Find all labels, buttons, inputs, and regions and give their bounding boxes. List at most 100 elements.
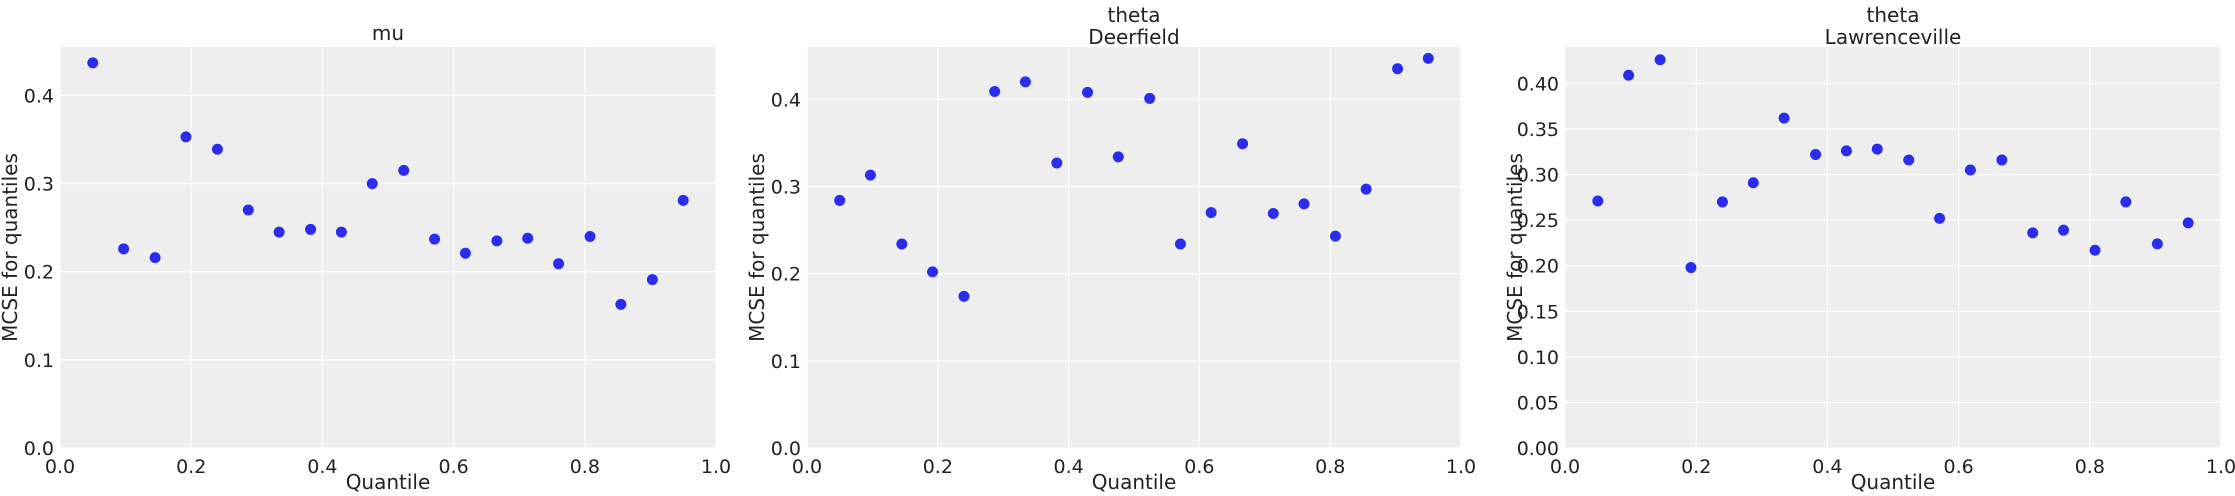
data-point bbox=[1392, 63, 1404, 75]
y-tick-label: 0.20 bbox=[1517, 256, 1559, 278]
data-point bbox=[1360, 183, 1372, 195]
x-tick-label: 0.6 bbox=[1184, 456, 1214, 478]
data-point bbox=[335, 226, 347, 238]
y-tick-label: 0.15 bbox=[1517, 301, 1559, 323]
x-tick-label: 0.2 bbox=[923, 456, 953, 478]
x-tick-label: 0.4 bbox=[1812, 456, 1842, 478]
chart-title-line: mu bbox=[372, 21, 404, 45]
data-point bbox=[927, 266, 939, 278]
chart-panel-2: 0.0 0.2 0.4 0.6 0.8 1.0 0.0 0.1 0.2 0.3 0.4 theta De… bbox=[745, 3, 1476, 494]
data-point bbox=[1716, 196, 1728, 208]
x-tick-label: 0.2 bbox=[1681, 456, 1711, 478]
data-point bbox=[1623, 69, 1635, 81]
data-point bbox=[1019, 76, 1031, 88]
chart-title: mu bbox=[372, 21, 404, 45]
data-point bbox=[958, 290, 970, 302]
x-tick-label: 1.0 bbox=[701, 456, 731, 478]
data-point bbox=[2120, 196, 2132, 208]
x-tick-label: 0.4 bbox=[1053, 456, 1083, 478]
y-tick-label: 0.0 bbox=[24, 438, 54, 460]
data-point bbox=[87, 57, 99, 69]
data-point bbox=[834, 194, 846, 206]
data-point bbox=[149, 252, 161, 264]
y-tick-label: 0.35 bbox=[1517, 119, 1559, 141]
data-point bbox=[1871, 143, 1883, 155]
data-point bbox=[864, 169, 876, 181]
x-tick-label: 0.4 bbox=[307, 456, 337, 478]
data-point bbox=[1422, 52, 1434, 64]
y-tick-label: 0.2 bbox=[24, 262, 54, 284]
data-point bbox=[1840, 145, 1852, 157]
x-tick-label: 0.0 bbox=[45, 456, 75, 478]
y-tick-label: 0.10 bbox=[1517, 347, 1559, 369]
y-tick-label: 0.3 bbox=[771, 176, 801, 198]
data-point bbox=[1174, 238, 1186, 250]
x-tick-label: 0.8 bbox=[1315, 456, 1345, 478]
data-point bbox=[1237, 138, 1249, 150]
data-point bbox=[273, 226, 285, 238]
chart-panel-1: 0.0 0.2 0.4 0.6 0.8 1.0 0.0 0.1 0.2 0.3 0.4 mu Quant… bbox=[0, 21, 731, 494]
data-point bbox=[1592, 195, 1604, 207]
data-point bbox=[1205, 207, 1217, 219]
data-point bbox=[1112, 151, 1124, 163]
data-point bbox=[896, 238, 908, 250]
data-point bbox=[1778, 112, 1790, 124]
data-point bbox=[1685, 262, 1697, 274]
y-tick-label: 0.4 bbox=[24, 85, 54, 107]
data-point bbox=[305, 223, 317, 235]
x-axis-label: Quantile bbox=[1851, 470, 1936, 494]
data-point bbox=[429, 233, 441, 245]
data-point bbox=[677, 194, 689, 206]
data-point bbox=[646, 274, 658, 286]
data-point bbox=[1329, 230, 1341, 242]
data-point bbox=[1082, 86, 1094, 98]
data-point bbox=[1051, 157, 1063, 169]
data-point bbox=[1747, 177, 1759, 189]
data-point bbox=[1298, 198, 1310, 210]
data-point bbox=[491, 235, 503, 247]
data-point bbox=[459, 247, 471, 259]
x-tick-label: 0.8 bbox=[570, 456, 600, 478]
x-tick-label: 0.6 bbox=[438, 456, 468, 478]
data-point bbox=[180, 131, 192, 143]
chart-title-line: Deerfield bbox=[1088, 25, 1179, 49]
x-tick-label: 0.0 bbox=[1550, 456, 1580, 478]
chart-title: theta Deerfield bbox=[1088, 3, 1179, 49]
y-tick-label: 0.25 bbox=[1517, 210, 1559, 232]
data-point bbox=[366, 178, 378, 190]
data-point bbox=[1903, 154, 1915, 166]
data-point bbox=[584, 230, 596, 242]
data-point bbox=[2182, 217, 2194, 229]
data-point bbox=[989, 85, 1001, 97]
data-point bbox=[1810, 149, 1822, 161]
data-point bbox=[2151, 238, 2163, 250]
chart-title-line: Lawrenceville bbox=[1825, 25, 1962, 49]
y-tick-label: 0.40 bbox=[1517, 73, 1559, 95]
y-tick-label: 0.2 bbox=[771, 264, 801, 286]
y-tick-label: 0.3 bbox=[24, 174, 54, 196]
data-point bbox=[398, 164, 410, 176]
x-tick-label: 1.0 bbox=[1446, 456, 1476, 478]
data-point bbox=[553, 258, 565, 270]
y-axis-label: MCSE for quantiles bbox=[0, 153, 22, 342]
data-point bbox=[1934, 212, 1946, 224]
data-point bbox=[1996, 154, 2008, 166]
x-axis-label: Quantile bbox=[1092, 470, 1177, 494]
y-tick-label: 0.00 bbox=[1517, 438, 1559, 460]
y-axis-label: MCSE for quantiles bbox=[1503, 153, 1527, 342]
chart-title-line: theta bbox=[1108, 3, 1161, 27]
data-point bbox=[2089, 244, 2101, 256]
data-point bbox=[2027, 227, 2039, 239]
y-tick-label: 0.30 bbox=[1517, 165, 1559, 187]
data-point bbox=[1654, 54, 1666, 66]
data-point bbox=[118, 243, 130, 255]
plot-area bbox=[60, 47, 716, 448]
y-axis-label: MCSE for quantiles bbox=[745, 153, 769, 342]
data-point bbox=[615, 298, 627, 310]
data-point bbox=[1267, 208, 1279, 220]
data-point bbox=[1144, 92, 1156, 104]
plot-area bbox=[1565, 47, 2221, 448]
x-tick-label: 0.8 bbox=[2075, 456, 2105, 478]
plot-area bbox=[807, 47, 1461, 448]
data-point bbox=[522, 232, 534, 244]
